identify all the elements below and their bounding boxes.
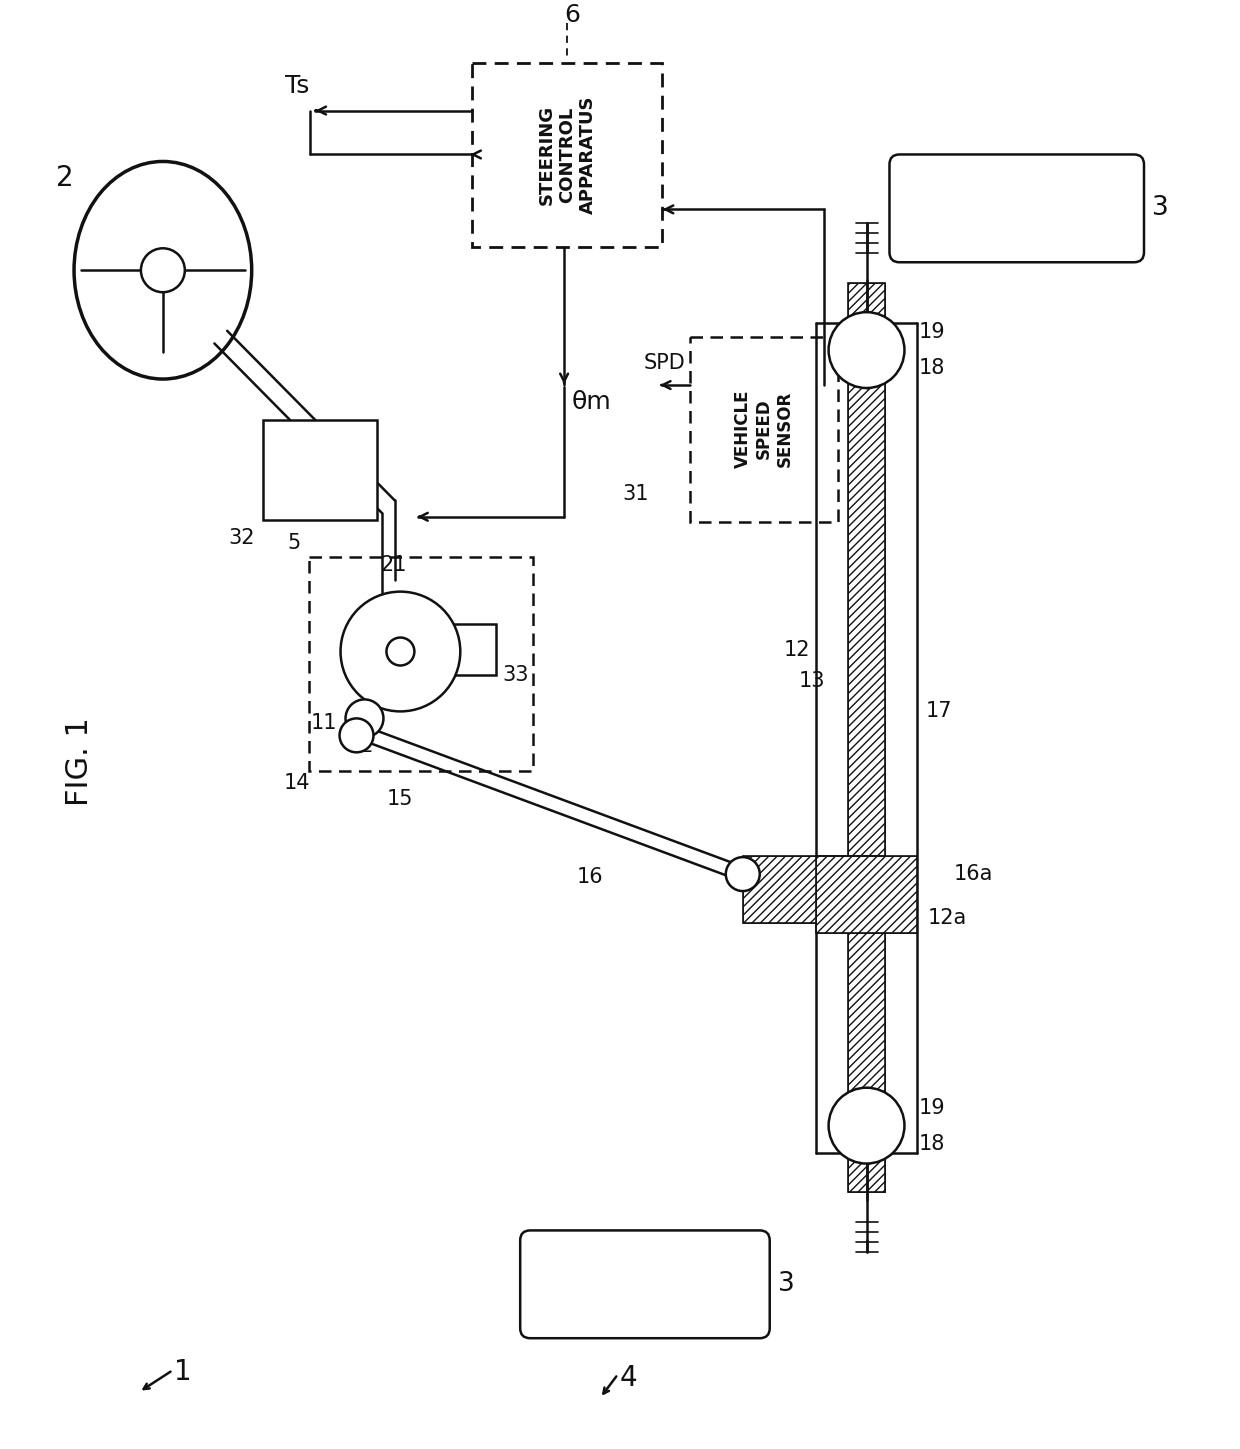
- Text: STEERING
CONTROL
APPARATUS: STEERING CONTROL APPARATUS: [537, 96, 596, 213]
- Circle shape: [828, 1088, 904, 1164]
- Circle shape: [341, 591, 460, 711]
- Text: 3: 3: [1152, 196, 1169, 222]
- Text: 2: 2: [56, 164, 74, 193]
- Text: VEHICLE
SPEED
SENSOR: VEHICLE SPEED SENSOR: [734, 390, 794, 468]
- Circle shape: [828, 312, 904, 388]
- Bar: [816, 856, 918, 933]
- FancyBboxPatch shape: [521, 1230, 770, 1339]
- Text: 1: 1: [174, 1358, 192, 1387]
- Text: FIG. 1: FIG. 1: [64, 717, 93, 806]
- Bar: [743, 856, 885, 923]
- Text: 18: 18: [919, 1133, 945, 1153]
- Bar: [689, 338, 837, 522]
- Bar: [472, 62, 662, 248]
- Text: 17: 17: [925, 701, 952, 722]
- Bar: [816, 856, 918, 933]
- Text: 3: 3: [777, 1271, 795, 1297]
- Bar: [848, 283, 885, 1193]
- Text: 11: 11: [310, 713, 337, 733]
- Text: 13: 13: [799, 671, 826, 691]
- Text: 33: 33: [502, 665, 528, 685]
- Text: 6: 6: [564, 3, 580, 26]
- Text: 14: 14: [284, 774, 310, 793]
- FancyBboxPatch shape: [889, 155, 1145, 262]
- Text: 31: 31: [622, 484, 649, 504]
- Bar: [743, 856, 885, 923]
- Circle shape: [346, 700, 383, 738]
- Circle shape: [725, 858, 760, 891]
- Circle shape: [141, 248, 185, 293]
- Text: 32: 32: [228, 527, 254, 548]
- Text: 22: 22: [347, 736, 373, 756]
- Circle shape: [340, 719, 373, 752]
- Bar: [443, 623, 496, 675]
- Bar: [263, 420, 377, 520]
- Circle shape: [387, 638, 414, 665]
- Text: 16a: 16a: [954, 864, 993, 884]
- Text: 19: 19: [919, 322, 945, 342]
- Text: 18: 18: [919, 358, 945, 378]
- Text: θm: θm: [572, 390, 611, 414]
- Text: 16: 16: [577, 867, 604, 887]
- Text: Ts: Ts: [285, 74, 310, 97]
- Text: SPD: SPD: [644, 354, 684, 372]
- Bar: [309, 556, 533, 771]
- Text: 12: 12: [784, 639, 811, 659]
- Text: 15: 15: [387, 790, 414, 809]
- Text: 21: 21: [381, 555, 407, 575]
- Bar: [848, 283, 885, 1193]
- Text: 5: 5: [288, 533, 300, 552]
- Text: 12a: 12a: [928, 909, 967, 927]
- Text: 4: 4: [619, 1364, 637, 1392]
- Text: 19: 19: [919, 1098, 945, 1117]
